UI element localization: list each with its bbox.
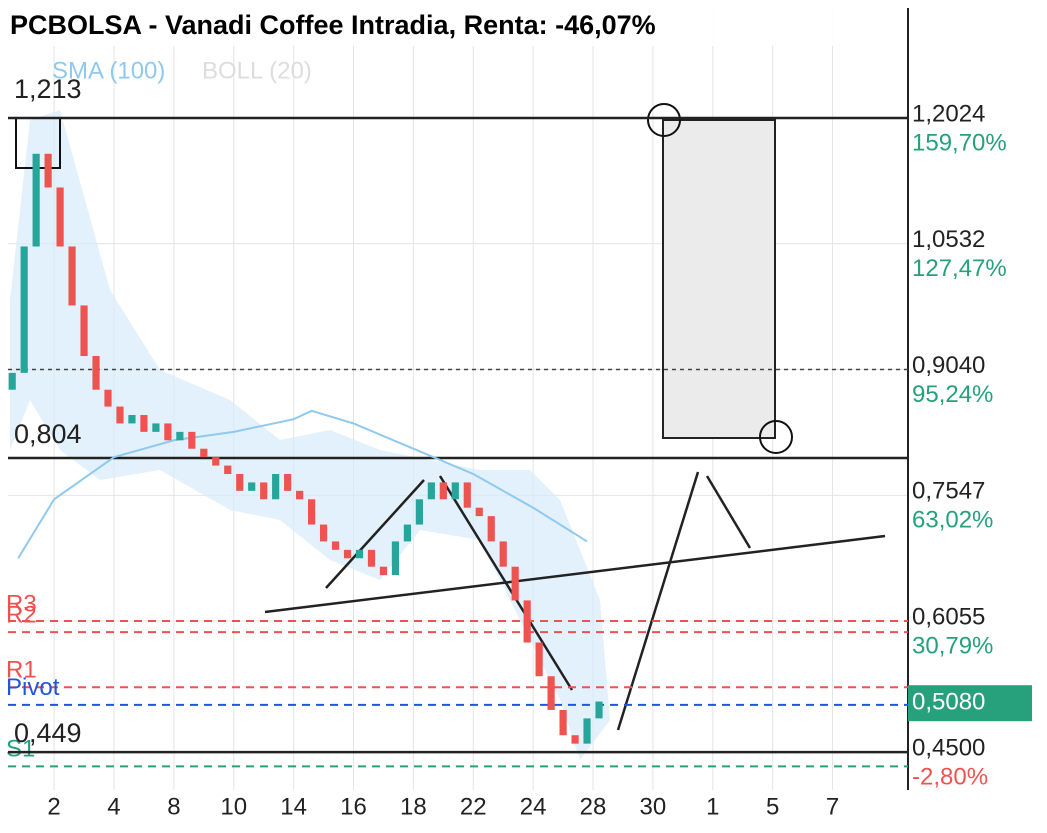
candle-body: [92, 356, 100, 390]
candle-body: [200, 448, 208, 458]
candle-body: [140, 415, 148, 432]
candle-body: [128, 415, 136, 424]
candle-body: [595, 701, 603, 719]
last-price-badge: [908, 685, 1032, 722]
chart-title: PCBOLSA - Vanadi Coffee Intradia, Renta:…: [10, 10, 656, 40]
candle-body: [319, 524, 328, 542]
candle-body: [272, 473, 280, 500]
candle-body: [224, 465, 232, 474]
candle-body: [331, 541, 340, 550]
candle-body: [104, 389, 112, 407]
candle-body: [68, 246, 76, 306]
drawn-box: [662, 119, 776, 439]
candle-body: [475, 507, 483, 517]
candle-body: [343, 549, 352, 559]
candle-body: [559, 709, 567, 736]
sma-line: [17, 409, 588, 559]
drawn-handle: [647, 103, 681, 137]
x-tick-label: 4: [107, 793, 120, 820]
candle-body: [379, 566, 388, 576]
candle-body: [116, 406, 124, 424]
candle-body: [80, 305, 88, 357]
candle-body: [415, 499, 423, 525]
candle-body: [439, 482, 447, 500]
x-tick-label: 8: [167, 793, 180, 820]
candle-body: [212, 457, 220, 466]
y2-tick-label: 63,02%: [912, 507, 993, 534]
y-tick-label: 0,6055: [912, 603, 985, 630]
level-label: R3: [6, 590, 37, 617]
bollinger-band: [10, 110, 610, 760]
candle-body: [188, 431, 196, 449]
candle-body: [8, 372, 16, 390]
candle-body: [403, 524, 411, 542]
x-tick-label: 24: [520, 793, 547, 820]
y-tick-label: 0,9040: [912, 352, 985, 379]
candle-body: [355, 549, 364, 559]
price-annotation: 0,804: [14, 419, 82, 449]
candle-body: [463, 482, 471, 508]
x-tick-label: 22: [460, 793, 487, 820]
candle-body: [284, 473, 292, 491]
candle-body: [296, 490, 304, 500]
candle-body: [44, 153, 52, 188]
level-label: R1: [6, 657, 37, 684]
candle-body: [20, 246, 28, 373]
candle-body: [164, 423, 172, 441]
candle-body: [583, 718, 591, 744]
title-bg: [8, 8, 906, 46]
candle-body: [487, 516, 495, 542]
x-tick-label: 16: [340, 793, 367, 820]
y-tick-label: 1,0532: [912, 226, 985, 253]
candle-body: [176, 431, 184, 441]
candle-body: [511, 566, 519, 601]
y-tick-label: 0,7547: [912, 478, 985, 505]
drawn-handle: [759, 420, 793, 454]
x-tick-label: 2: [47, 793, 60, 820]
candle-body: [523, 600, 531, 643]
y2-tick-label: 30,79%: [912, 632, 993, 659]
x-tick-label: 14: [280, 793, 307, 820]
candle-body: [391, 541, 400, 576]
y2-tick-label: 159,70%: [912, 129, 1007, 156]
x-tick-label: 10: [220, 793, 247, 820]
price-annotation: 0,449: [14, 718, 82, 748]
candle-body: [236, 473, 244, 491]
candle-body: [308, 499, 316, 525]
x-tick-label: 30: [640, 793, 667, 820]
last-price-label: 0,5080: [912, 689, 985, 716]
x-tick-label: 7: [826, 793, 839, 820]
candle-body: [152, 423, 160, 432]
x-tick-label: 5: [766, 793, 779, 820]
x-tick-label: 1: [706, 793, 719, 820]
candle-body: [499, 541, 507, 567]
candle-body: [248, 482, 256, 491]
x-tick-label: 28: [580, 793, 607, 820]
level-label: Pivot: [6, 674, 60, 701]
candle-body: [367, 549, 376, 567]
candle-body: [260, 482, 268, 500]
y2-tick-label: -2,80%: [912, 763, 988, 790]
y2-tick-label: 127,47%: [912, 255, 1007, 282]
candle-body: [547, 676, 555, 710]
legend-entry: SMA (100): [52, 57, 165, 84]
price-annotation: 1,213: [14, 74, 82, 104]
x-tick-label: 18: [400, 793, 427, 820]
candle-body: [535, 642, 543, 677]
y-tick-label: 1,2024: [912, 100, 985, 127]
y-tick-label: 0,4500: [912, 734, 985, 761]
candle-body: [571, 735, 579, 744]
level-label: S1: [6, 736, 35, 763]
candle-body: [32, 153, 40, 247]
candle-body: [427, 482, 435, 500]
candle-body: [56, 187, 64, 247]
y2-tick-label: 95,24%: [912, 381, 993, 408]
legend-entry: BOLL (20): [202, 57, 312, 84]
level-label: R2: [6, 601, 37, 628]
candle-body: [451, 482, 459, 500]
